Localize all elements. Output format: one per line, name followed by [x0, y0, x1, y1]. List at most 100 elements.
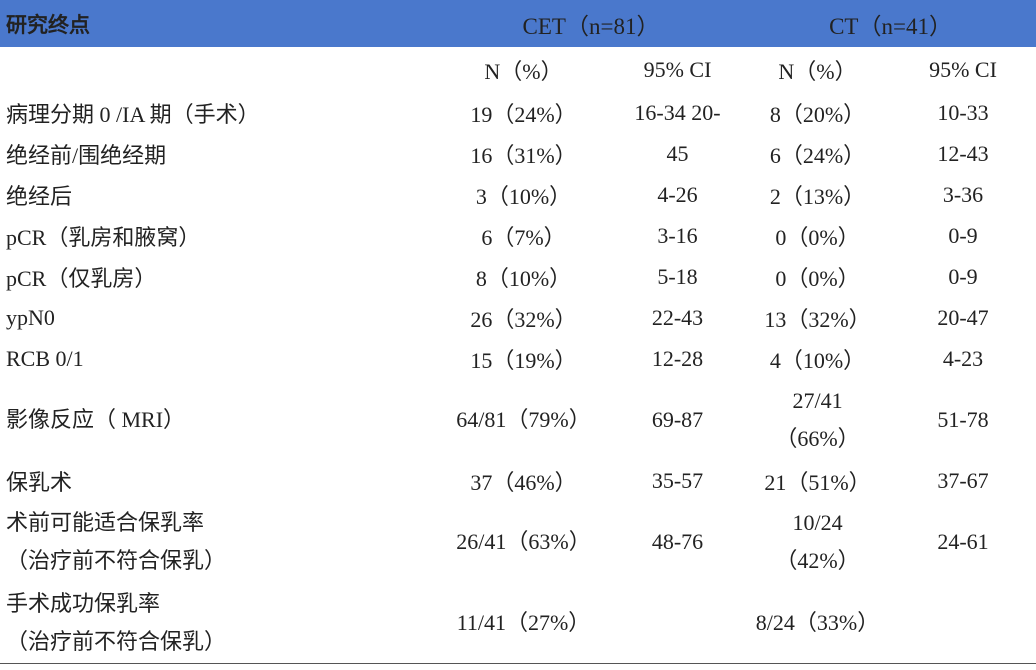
data-cell: 69-87 — [610, 379, 745, 460]
data-cell: 0（0%） — [745, 215, 890, 256]
cell-line: 4-26 — [657, 181, 698, 207]
row-label: 手术成功保乳率 （治疗前不符合保乳） — [0, 582, 437, 664]
cell-line: 21（51%） — [764, 469, 871, 495]
row-label: 绝经后 — [0, 174, 437, 215]
data-cell: 12-43 — [890, 133, 1036, 174]
cell-line: 19（24%） — [470, 101, 577, 127]
cell-line: 15（19%） — [470, 347, 577, 373]
header-row: 研究终点 CET（n=81） CT（n=41） — [0, 0, 1036, 47]
cell-line: 3-36 — [942, 181, 984, 207]
row-label: 影像反应（ MRI） — [0, 379, 437, 460]
data-cell: 0（0%） — [745, 256, 890, 297]
subheader-cell: N（%） — [484, 58, 563, 84]
row-label: 术前可能适合保乳率 （治疗前不符合保乳） — [0, 501, 437, 582]
cell-line: 20-47 — [937, 304, 989, 330]
cell-line: ypN0 — [6, 304, 55, 330]
data-cell: 5-18 — [610, 256, 745, 297]
subheader-cell: 95% CI — [643, 56, 712, 82]
data-cell: 22-43 — [610, 297, 745, 338]
data-cell: 48-76 — [610, 501, 745, 582]
cell-line: （66%） — [775, 425, 860, 451]
cell-line: 0（0%） — [775, 265, 860, 291]
data-row: pCR（乳房和腋窝） 6（7%） 3-16 0（0%） 0-9 — [0, 215, 1036, 256]
cell-line: 4-23 — [942, 345, 984, 371]
row-label: ypN0 — [0, 297, 437, 338]
data-row: 绝经后 3（10%） 4-26 2（13%） 3-36 — [0, 174, 1036, 215]
data-cell: 35-57 — [610, 460, 745, 501]
data-cell: 20-47 — [890, 297, 1036, 338]
data-cell: 26（32%） — [437, 297, 610, 338]
data-cell: 10-33 — [890, 92, 1036, 133]
cell-line: 0-9 — [948, 222, 978, 248]
data-cell: 6（24%） — [745, 133, 890, 174]
data-cell — [890, 582, 1036, 664]
cell-line: RCB 0/1 — [6, 345, 84, 371]
data-row: RCB 0/1 15（19%） 12-28 4（10%） 4-23 — [0, 338, 1036, 379]
data-row: pCR（仅乳房） 8（10%） 5-18 0（0%） 0-9 — [0, 256, 1036, 297]
cell-line: 8（20%） — [769, 101, 866, 127]
data-cell: 16-34 20- — [610, 92, 745, 133]
data-cell: 37-67 — [890, 460, 1036, 501]
header-cell: CET（n=81） — [437, 0, 746, 47]
data-cell: 8/24（33%） — [745, 582, 891, 664]
row-label: pCR（仅乳房） — [0, 256, 437, 297]
data-row: 绝经前/围绝经期 16（31%） 45 6（24%） 12-43 — [0, 133, 1036, 174]
cell-line: 10-33 — [937, 99, 989, 125]
row-label: RCB 0/1 — [0, 338, 437, 379]
subheader-cell: 95% CI — [929, 56, 997, 82]
cell-line: 26/41（63%） — [456, 528, 591, 554]
data-cell: 3-36 — [890, 174, 1036, 215]
subheader-cell — [0, 47, 437, 92]
cell-line: 5-18 — [657, 263, 698, 289]
header-cell: 研究终点 — [0, 0, 437, 47]
cell-line: 37（46%） — [470, 469, 577, 495]
data-row: ypN0 26（32%） 22-43 13（32%） 20-47 — [0, 297, 1036, 338]
cell-line: 0（0%） — [775, 224, 860, 250]
cell-line: 绝经后 — [6, 183, 73, 209]
data-cell: 4-26 — [610, 174, 745, 215]
data-row: 保乳术 37（46%） 35-57 21（51%） 37-67 — [0, 460, 1036, 501]
cell-line: 13（32%） — [764, 306, 871, 332]
cell-line: 22-43 — [651, 304, 704, 330]
cell-line: 69-87 — [651, 406, 704, 432]
cell-line: 影像反应（ MRI） — [6, 406, 186, 432]
data-row: 影像反应（ MRI） 64/81（79%） 69-87 27/41 （66%） 51-78 — [0, 379, 1036, 460]
cell-line: 11/41（27%） — [456, 609, 591, 635]
subheader-cell: N（%） — [778, 58, 857, 84]
cell-line: 2（13%） — [769, 183, 866, 209]
cell-line: 26（32%） — [470, 306, 577, 332]
row-label: pCR（乳房和腋窝） — [0, 215, 437, 256]
cell-line: 10/24 — [792, 509, 843, 535]
data-cell: 27/41 （66%） — [745, 379, 890, 460]
cell-line: 3-16 — [657, 222, 698, 248]
cell-line: 24-61 — [937, 528, 989, 554]
cell-line: 6（7%） — [481, 224, 566, 250]
cell-line: 45 — [666, 140, 689, 166]
cell-line: pCR（仅乳房） — [6, 265, 157, 291]
cell-line: 51-78 — [937, 406, 989, 432]
data-cell: 15（19%） — [437, 338, 610, 379]
data-cell: 19（24%） — [437, 92, 610, 133]
data-cell: 24-61 — [890, 501, 1036, 582]
data-cell: 4（10%） — [745, 338, 890, 379]
data-cell: 51-78 — [890, 379, 1036, 460]
cell-line: 6（24%） — [769, 142, 866, 168]
data-cell: 21（51%） — [745, 460, 890, 501]
cell-line: 术前可能适合保乳率 — [6, 509, 205, 535]
cell-line: 8（10%） — [475, 265, 572, 291]
data-cell: 3-16 — [610, 215, 745, 256]
data-cell: 37（46%） — [437, 460, 610, 501]
cell-line: 8/24（33%） — [755, 609, 880, 635]
cell-line: （治疗前不符合保乳） — [6, 628, 227, 654]
data-cell — [610, 582, 746, 664]
cell-line: 12-43 — [937, 140, 989, 166]
data-cell: 2（13%） — [745, 174, 890, 215]
cell-line: 3（10%） — [475, 183, 572, 209]
data-cell: 45 — [610, 133, 745, 174]
data-cell: 10/24 （42%） — [745, 501, 890, 582]
data-cell: 12-28 — [610, 338, 745, 379]
data-cell: 8（10%） — [437, 256, 610, 297]
